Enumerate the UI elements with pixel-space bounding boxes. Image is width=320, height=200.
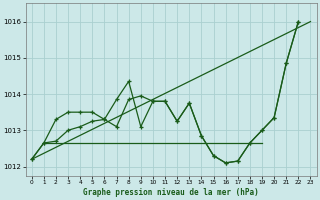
X-axis label: Graphe pression niveau de la mer (hPa): Graphe pression niveau de la mer (hPa) [83,188,259,197]
